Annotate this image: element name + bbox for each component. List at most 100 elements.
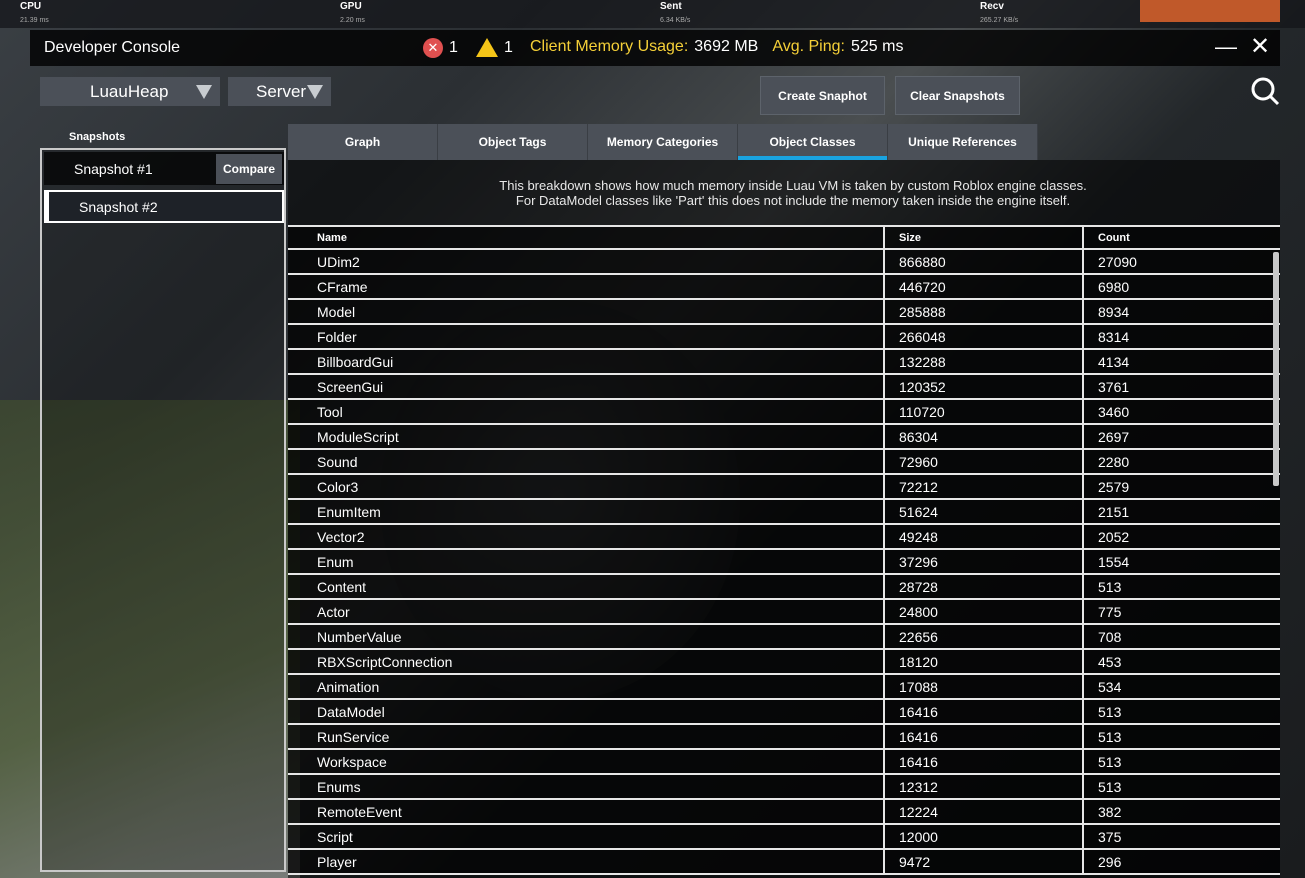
cell-size: 51624 [883,500,1082,523]
tab-memory-categories[interactable]: Memory Categories [588,124,738,160]
cell-name: RBXScriptConnection [317,653,453,670]
cell-name: BillboardGui [317,353,394,370]
table-scrollbar[interactable] [1273,252,1279,486]
error-indicator[interactable]: ✕ 1 [423,38,458,58]
stat-label: CPU [20,1,42,12]
cell-size: 16416 [883,750,1082,773]
table-row[interactable]: BillboardGui 132288 4134 [288,350,1280,375]
cell-size: 9472 [883,850,1082,873]
table-row[interactable]: Animation 17088 534 [288,675,1280,700]
cell-name: Color3 [317,478,359,495]
stat-value: 265.27 KB/s [980,17,1019,24]
cell-count: 453 [1082,650,1280,673]
table-row[interactable]: Vector2 49248 2052 [288,525,1280,550]
column-header-name[interactable]: Name [317,231,347,244]
cell-size: 266048 [883,325,1082,348]
close-button[interactable]: ✕ [1250,33,1271,60]
compare-button[interactable]: Compare [216,154,282,184]
chevron-down-icon [307,85,323,99]
table-row[interactable]: Content 28728 513 [288,575,1280,600]
tab-object-classes[interactable]: Object Classes [738,124,888,160]
warning-icon [476,38,498,57]
snapshot-item-2[interactable]: Snapshot #2 [44,190,284,223]
cell-name: Enum [317,553,354,570]
table-row[interactable]: Folder 266048 8314 [288,325,1280,350]
cell-size: 16416 [883,700,1082,723]
view-dropdown-value: LuauHeap [90,81,169,101]
tab-graph[interactable]: Graph [288,124,438,160]
table-row[interactable]: CFrame 446720 6980 [288,275,1280,300]
column-header-size[interactable]: Size [883,227,1082,248]
search-icon[interactable] [1250,76,1280,106]
cell-size: 37296 [883,550,1082,573]
table-row[interactable]: UDim2 866880 27090 [288,250,1280,275]
table-row[interactable]: Enums 12312 513 [288,775,1280,800]
table-row[interactable]: ModuleScript 86304 2697 [288,425,1280,450]
warning-indicator[interactable]: 1 [476,38,513,57]
cell-size: 12224 [883,800,1082,823]
snapshot-item-1[interactable]: Snapshot #1 Compare [44,152,284,185]
stat-value: 6.34 KB/s [660,17,691,24]
cell-name: RemoteEvent [317,803,402,820]
table-row[interactable]: NumberValue 22656 708 [288,625,1280,650]
tab-unique-references[interactable]: Unique References [888,124,1038,160]
snapshot-label: Snapshot #2 [79,198,158,215]
memory-value: 3692 MB [694,38,759,55]
table-row[interactable]: RunService 16416 513 [288,725,1280,750]
table-row[interactable]: Enum 37296 1554 [288,550,1280,575]
table-row[interactable]: RemoteEvent 12224 382 [288,800,1280,825]
cell-name: DataModel [317,703,385,720]
context-dropdown[interactable]: Server [228,77,331,106]
cell-count: 708 [1082,625,1280,648]
cell-count: 375 [1082,825,1280,848]
context-dropdown-value: Server [256,81,307,101]
cell-count: 27090 [1082,250,1280,273]
cell-count: 513 [1082,700,1280,723]
clear-snapshots-button[interactable]: Clear Snapshots [895,76,1020,115]
object-classes-table: Name Size Count UDim2 866880 27090 CFrame 44… [288,225,1280,875]
table-row[interactable]: Script 12000 375 [288,825,1280,850]
cell-count: 513 [1082,750,1280,773]
table-row[interactable]: Tool 110720 3460 [288,400,1280,425]
cell-name: Folder [317,328,357,345]
memory-usage: Client Memory Usage: 3692 MB Avg. Ping: … [530,38,903,56]
cell-size: 110720 [883,400,1082,423]
tab-object-tags[interactable]: Object Tags [438,124,588,160]
minimize-button[interactable]: — [1215,34,1237,59]
cell-count: 534 [1082,675,1280,698]
table-row[interactable]: DataModel 16416 513 [288,700,1280,725]
column-header-count[interactable]: Count [1082,227,1280,248]
table-row[interactable]: RBXScriptConnection 18120 453 [288,650,1280,675]
table-row[interactable]: Sound 72960 2280 [288,450,1280,475]
cell-count: 2052 [1082,525,1280,548]
cell-size: 28728 [883,575,1082,598]
cell-count: 513 [1082,575,1280,598]
memory-label: Client Memory Usage: [530,38,689,55]
description-line: For DataModel classes like 'Part' this d… [515,193,1071,208]
cell-count: 8934 [1082,300,1280,323]
description: This breakdown shows how much memory ins… [288,178,1298,208]
cell-name: EnumItem [317,503,381,520]
table-row[interactable]: EnumItem 51624 2151 [288,500,1280,525]
cell-name: Workspace [317,753,387,770]
cell-count: 382 [1082,800,1280,823]
table-row[interactable]: ScreenGui 120352 3761 [288,375,1280,400]
cell-count: 3761 [1082,375,1280,398]
snapshots-list: Snapshot #1 Compare Snapshot #2 [40,148,286,872]
table-row[interactable]: Model 285888 8934 [288,300,1280,325]
cell-size: 12000 [883,825,1082,848]
table-row[interactable]: Color3 72212 2579 [288,475,1280,500]
cell-size: 17088 [883,675,1082,698]
table-row[interactable]: Actor 24800 775 [288,600,1280,625]
cell-name: Actor [317,603,350,620]
error-icon: ✕ [423,38,443,58]
description-line: This breakdown shows how much memory ins… [499,178,1087,193]
cell-name: UDim2 [317,253,360,270]
view-dropdown[interactable]: LuauHeap [40,77,220,106]
table-row[interactable]: Player 9472 296 [288,850,1280,875]
cell-name: Sound [317,453,358,470]
cell-size: 86304 [883,425,1082,448]
create-snapshot-button[interactable]: Create Snaphot [760,76,885,115]
table-row[interactable]: Workspace 16416 513 [288,750,1280,775]
cell-size: 18120 [883,650,1082,673]
